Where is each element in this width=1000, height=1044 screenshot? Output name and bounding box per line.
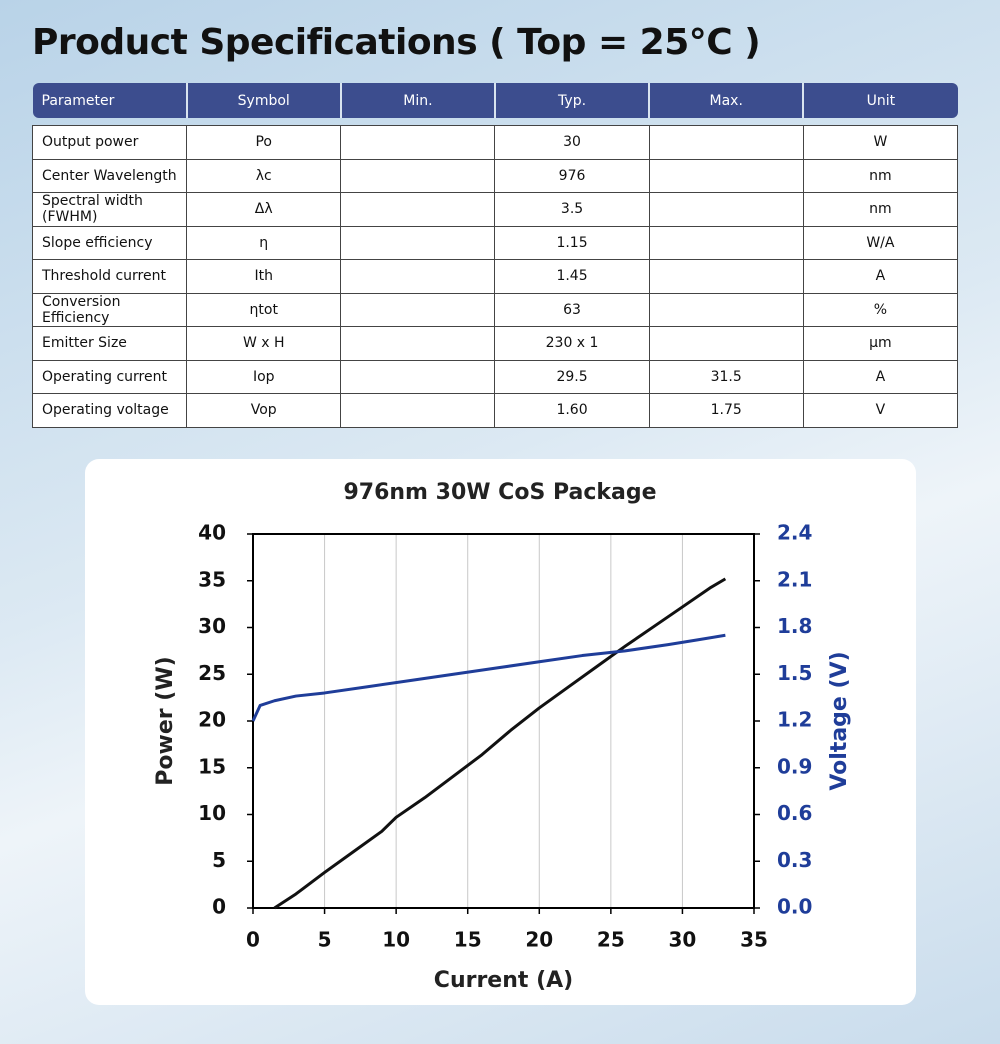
table-row: Operating current Iop 29.5 31.5 A <box>31 359 959 394</box>
x-tick-label: 0 <box>246 928 260 952</box>
table-cell: 29.5 <box>494 359 650 394</box>
table-cell: W x H <box>186 326 342 361</box>
table-row: Spectral width (FWHM) Δλ 3.5 nm <box>31 192 959 227</box>
page-title: Product Specifications ( Top = 25°C ) <box>32 22 761 63</box>
y2-axis-label: Voltage (V) <box>827 651 852 790</box>
table-cell: V <box>802 393 959 428</box>
table-cell <box>648 292 804 327</box>
table-cell: μm <box>802 326 959 361</box>
table-cell: Δλ <box>186 192 342 227</box>
chart-title: 976nm 30W CoS Package <box>343 480 656 505</box>
y-tick-label: 25 <box>198 661 226 685</box>
table-cell <box>648 225 804 260</box>
table-cell: 976 <box>494 158 650 193</box>
y-axis-label: Power (W) <box>153 656 178 785</box>
table-cell <box>340 158 496 193</box>
table-cell <box>340 225 496 260</box>
table-cell: A <box>802 359 959 394</box>
y2-tick-label: 2.4 <box>777 521 812 545</box>
table-cell: Vop <box>186 393 342 428</box>
table-cell: Ith <box>186 259 342 294</box>
x-tick-label: 30 <box>669 928 697 952</box>
table-cell: nm <box>802 158 959 193</box>
table-cell <box>340 359 496 394</box>
table-row: Emitter Size W x H 230 x 1 μm <box>31 326 959 361</box>
table-cell: W/A <box>802 225 959 260</box>
table-cell: Output power <box>31 125 188 160</box>
column-header: Typ. <box>493 83 650 118</box>
x-tick-label: 15 <box>454 928 482 952</box>
chart-card <box>85 459 916 1005</box>
table-cell: Conversion Efficiency <box>31 292 188 327</box>
table-cell: Threshold current <box>31 259 188 294</box>
y-tick-label: 15 <box>198 754 226 778</box>
table-cell <box>648 125 804 160</box>
table-row: Slope efficiency η 1.15 W/A <box>31 225 959 260</box>
table-cell: % <box>802 292 959 327</box>
y-tick-label: 0 <box>212 895 226 919</box>
y-tick-label: 5 <box>212 848 226 872</box>
y2-tick-label: 1.2 <box>777 708 812 732</box>
column-header: Symbol <box>185 83 341 118</box>
y-tick-label: 20 <box>198 708 226 732</box>
header-row: Parameter Symbol Min. Typ. Max. Unit <box>32 83 958 118</box>
table-cell <box>340 125 496 160</box>
table-cell: 31.5 <box>648 359 804 394</box>
y2-tick-label: 0.6 <box>777 801 812 825</box>
table-cell <box>340 259 496 294</box>
table-cell: nm <box>802 192 959 227</box>
table-row: Output power Po 30 W <box>31 125 959 160</box>
table-cell: λc <box>186 158 342 193</box>
series-line <box>273 577 727 910</box>
column-header: Min. <box>339 83 495 118</box>
x-tick-label: 35 <box>740 928 768 952</box>
table-cell: Operating voltage <box>31 393 188 428</box>
x-tick-label: 5 <box>318 928 332 952</box>
table-cell: η <box>186 225 342 260</box>
y-tick-label: 35 <box>198 567 226 591</box>
table-cell <box>340 393 496 428</box>
table-cell: Emitter Size <box>31 326 188 361</box>
spec-table: Parameter Symbol Min. Typ. Max. Unit Output p… <box>31 83 959 428</box>
y2-tick-label: 0.0 <box>777 895 812 919</box>
table-row: Conversion Efficiency ηtot 63% <box>31 292 959 327</box>
x-tick-label: 25 <box>597 928 625 952</box>
y-tick-label: 40 <box>198 521 226 545</box>
y2-tick-label: 0.3 <box>777 848 812 872</box>
table-cell: ηtot <box>186 292 342 327</box>
y2-tick-label: 2.1 <box>777 567 812 591</box>
column-header: Parameter <box>32 83 187 118</box>
table-row: Operating voltage Vop 1.60 1.75 V <box>31 393 959 428</box>
table-cell: Operating current <box>31 359 188 394</box>
table-cell: W <box>802 125 959 160</box>
table-cell: 230 x 1 <box>494 326 650 361</box>
y2-tick-label: 1.8 <box>777 614 812 638</box>
table-cell <box>340 292 496 327</box>
table-cell <box>648 192 804 227</box>
table-cell <box>648 158 804 193</box>
table-cell: 1.75 <box>648 393 804 428</box>
table-cell: Center Wavelength <box>31 158 188 193</box>
y-tick-label: 30 <box>198 614 226 638</box>
table-cell: Spectral width (FWHM) <box>31 192 188 227</box>
x-tick-label: 20 <box>525 928 553 952</box>
table-cell <box>648 326 804 361</box>
y2-tick-label: 0.9 <box>777 754 812 778</box>
y2-tick-label: 1.5 <box>777 661 812 685</box>
table-cell: 1.15 <box>494 225 650 260</box>
column-header: Unit <box>802 83 958 118</box>
table-cell <box>340 192 496 227</box>
column-header: Max. <box>648 83 804 118</box>
table-cell <box>340 326 496 361</box>
table-row: Center Wavelength λc 976 nm <box>31 158 959 193</box>
table-cell: 3.5 <box>494 192 650 227</box>
x-axis-label: Current (A) <box>434 968 573 993</box>
x-tick-label: 10 <box>382 928 410 952</box>
table-cell: Iop <box>186 359 342 394</box>
series-line <box>251 633 726 722</box>
y-tick-label: 10 <box>198 801 226 825</box>
